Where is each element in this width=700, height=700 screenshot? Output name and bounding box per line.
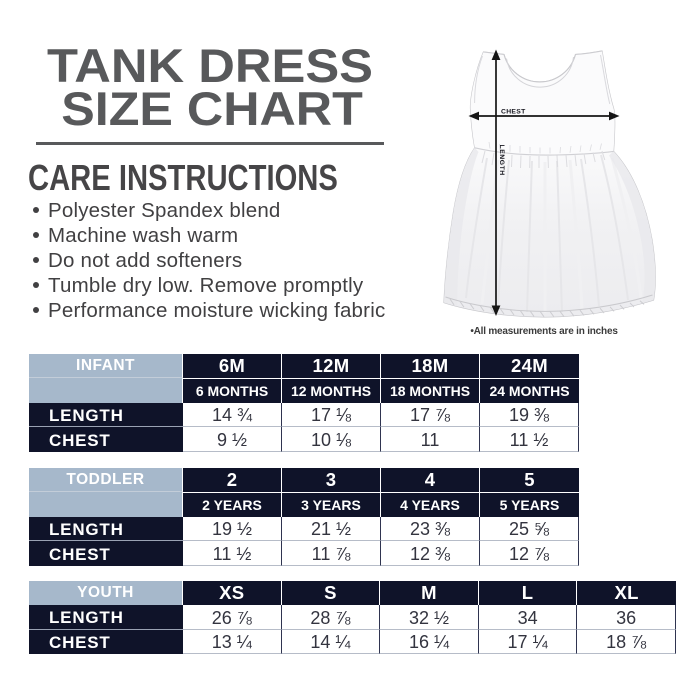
svg-text:LENGTH: LENGTH (498, 145, 505, 176)
svg-text:CHEST: CHEST (501, 108, 526, 115)
